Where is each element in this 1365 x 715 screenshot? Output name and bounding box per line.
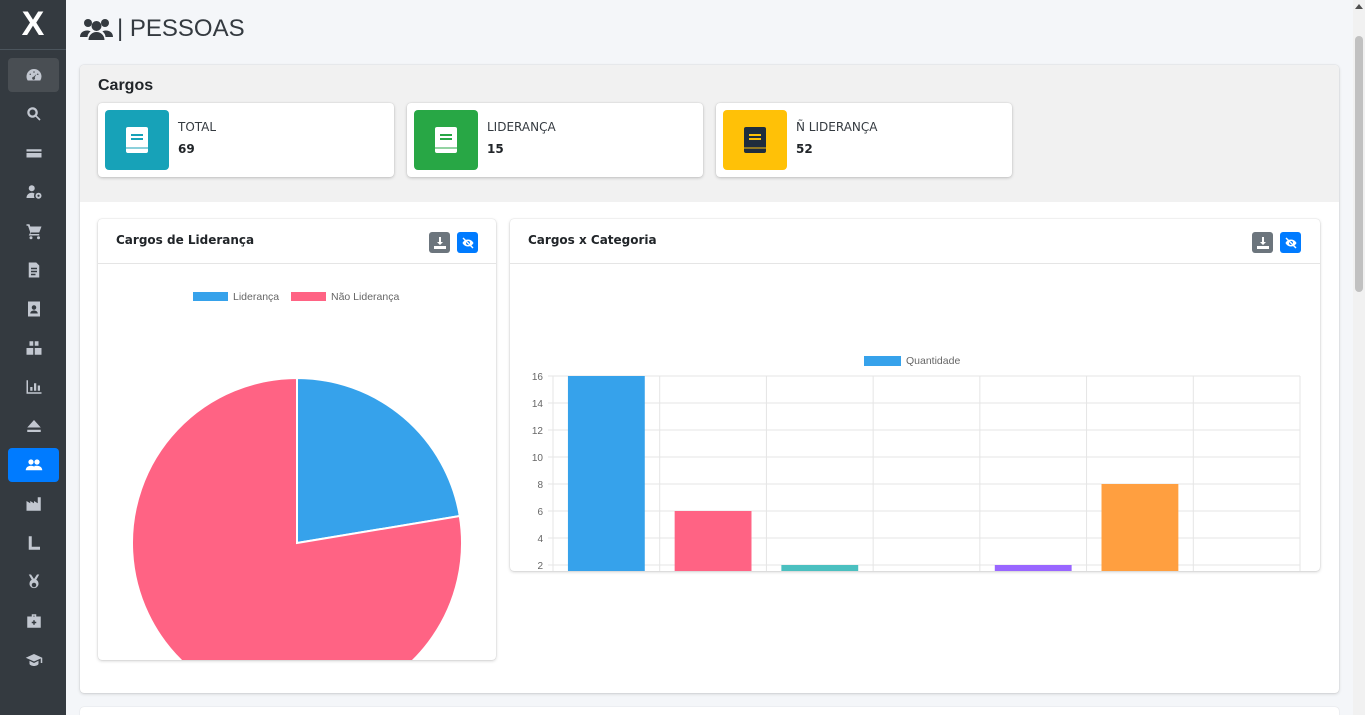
sidebar-item-pessoas[interactable] <box>8 448 59 482</box>
sidebar-item-document[interactable] <box>8 253 59 287</box>
scroll-up-arrow[interactable] <box>1355 4 1363 9</box>
y-tick-label: 2 <box>537 561 543 571</box>
sidebar-item-cart[interactable] <box>8 214 59 248</box>
pie-chart-card: Liderança Não Liderança Cargos de Lideran… <box>98 219 496 660</box>
bar <box>1101 484 1179 571</box>
boxes-icon <box>26 341 41 355</box>
sidebar-item-industry[interactable] <box>8 487 59 521</box>
cargos-section: Cargos TOTAL 69 LIDERANÇA 15 Ñ LIDERANÇA… <box>80 65 1339 202</box>
ribbon-icon <box>28 574 39 589</box>
sidebar-item-ribbon[interactable] <box>8 565 59 599</box>
page-header: | PESSOAS <box>80 12 245 46</box>
legend-swatch <box>193 292 228 301</box>
book-icon <box>126 127 148 153</box>
sidebar-item-search[interactable] <box>8 97 59 131</box>
sidebar-item-inventory[interactable] <box>8 331 59 365</box>
sidebar-item-boot[interactable] <box>8 526 59 560</box>
y-tick-label: 12 <box>532 426 544 437</box>
pie-slice <box>131 376 463 660</box>
pie-card-header: Cargos de Liderança <box>98 219 496 264</box>
eye-slash-icon <box>1285 237 1296 248</box>
legend-label: Quantidade <box>906 355 960 367</box>
bar <box>994 565 1072 571</box>
card-icon <box>26 149 41 158</box>
document-icon <box>28 262 39 278</box>
legend-swatch <box>291 292 326 301</box>
legend-label: Liderança <box>233 291 279 303</box>
info-box-lideranca-label: LIDERANÇA <box>487 120 556 134</box>
info-box-lideranca-value: 15 <box>487 142 504 156</box>
info-box-lideranca-icon <box>414 110 478 170</box>
info-box-nao-lideranca-value: 52 <box>796 142 813 156</box>
sidebar-item-reports[interactable] <box>8 370 59 404</box>
next-section-card <box>80 707 1339 715</box>
info-box-nao-lideranca-label: Ñ LIDERANÇA <box>796 120 878 134</box>
bar-chart-card: Quantidade0246810121416AuxiliarAssistent… <box>510 219 1320 571</box>
info-box-total: TOTAL 69 <box>98 103 394 177</box>
download-icon <box>1256 236 1269 249</box>
sidebar-item-education[interactable] <box>8 643 59 677</box>
app-logo[interactable]: X <box>0 0 66 50</box>
info-box-lideranca: LIDERANÇA 15 <box>407 103 703 177</box>
bar-card-title: Cargos x Categoria <box>528 233 657 247</box>
sidebar: X <box>0 0 66 715</box>
sidebar-item-user-settings[interactable] <box>8 175 59 209</box>
y-tick-label: 6 <box>537 507 543 518</box>
legend-swatch <box>864 356 901 366</box>
bar <box>674 511 752 571</box>
industry-icon <box>26 497 41 511</box>
sidebar-item-medkit[interactable] <box>8 604 59 638</box>
book-icon <box>435 127 457 153</box>
contact-book-icon <box>27 301 40 317</box>
main-card: Cargos TOTAL 69 LIDERANÇA 15 Ñ LIDERANÇA… <box>80 65 1339 693</box>
sidebar-item-dashboard[interactable] <box>8 58 59 92</box>
search-icon <box>26 107 41 121</box>
bar-chart-icon <box>26 380 41 394</box>
user-cog-icon <box>26 185 41 199</box>
hide-button[interactable] <box>1280 232 1301 253</box>
y-tick-label: 4 <box>537 534 543 545</box>
bar <box>781 565 859 571</box>
pie-slice <box>296 376 461 545</box>
logo-text: X <box>21 5 45 43</box>
eye-slash-icon <box>462 237 473 248</box>
pie-chart: Liderança Não Liderança <box>131 291 463 660</box>
info-box-total-label: TOTAL <box>178 120 217 134</box>
boot-icon <box>28 536 40 550</box>
bar-card-header: Cargos x Categoria <box>510 219 1320 264</box>
book-icon <box>744 127 766 153</box>
download-icon <box>433 236 446 249</box>
tachometer-icon <box>26 69 41 81</box>
bar-chart: Quantidade0246810121416AuxiliarAssistent… <box>532 355 1301 571</box>
info-box-nao-lideranca-icon <box>723 110 787 170</box>
download-button[interactable] <box>429 232 450 253</box>
page-title: | PESSOAS <box>117 15 245 42</box>
sidebar-item-card[interactable] <box>8 136 59 170</box>
bar <box>567 376 645 571</box>
medkit-icon <box>26 614 41 628</box>
eject-icon <box>26 420 41 432</box>
y-tick-label: 16 <box>532 372 544 383</box>
info-box-nao-lideranca: Ñ LIDERANÇA 52 <box>716 103 1012 177</box>
scroll-thumb[interactable] <box>1355 36 1363 292</box>
hide-button[interactable] <box>457 232 478 253</box>
y-tick-label: 14 <box>532 399 544 410</box>
info-box-total-value: 69 <box>178 142 195 156</box>
pie-card-title: Cargos de Liderança <box>116 233 255 247</box>
sidebar-item-eject[interactable] <box>8 409 59 443</box>
y-tick-label: 8 <box>537 480 543 491</box>
page-scrollbar[interactable] <box>1353 0 1365 715</box>
download-button[interactable] <box>1252 232 1273 253</box>
users-icon <box>80 19 113 40</box>
legend-label: Não Liderança <box>331 291 399 303</box>
graduation-cap-icon <box>25 654 42 666</box>
cart-icon <box>26 224 41 240</box>
section-title: Cargos <box>98 77 154 94</box>
info-box-total-icon <box>105 110 169 170</box>
sidebar-item-contacts[interactable] <box>8 292 59 326</box>
y-tick-label: 10 <box>532 453 544 464</box>
users-icon <box>25 459 42 471</box>
